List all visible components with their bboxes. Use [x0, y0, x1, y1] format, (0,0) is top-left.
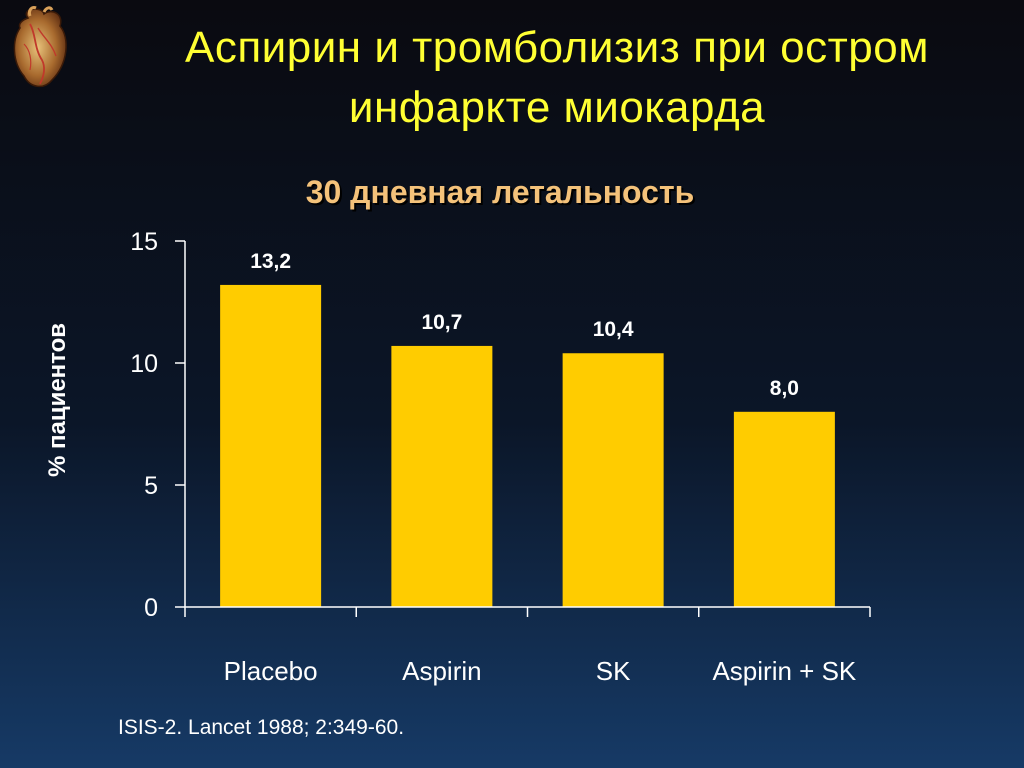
slide-title-line2: инфаркте миокарда: [348, 83, 766, 132]
x-tick-label-0: Placebo: [224, 656, 318, 686]
data-label-0: 13,2: [250, 250, 291, 273]
x-tick-label-1: Aspirin: [402, 656, 481, 686]
y-tick-label-0: 0: [144, 594, 158, 622]
data-label-1: 10,7: [421, 311, 462, 334]
slide-title: Аспирин и тромболизиз при остром инфаркт…: [100, 18, 1014, 138]
slide-title-line1: Аспирин и тромболизиз при остром: [185, 23, 929, 72]
data-label-2: 10,4: [593, 318, 634, 341]
bar-3: [733, 411, 835, 607]
bar-2: [562, 353, 664, 607]
data-label-3: 8,0: [770, 377, 799, 400]
y-tick-label-2: 10: [130, 350, 158, 378]
y-tick-label-1: 5: [144, 472, 158, 500]
chart-title: 30 дневная летальность: [305, 174, 695, 210]
bar-1: [391, 345, 493, 607]
heart-icon: [13, 6, 67, 88]
x-tick-label-3: Aspirin + SK: [712, 656, 856, 686]
y-tick-label-3: 15: [130, 228, 158, 256]
x-tick-label-2: SK: [596, 656, 631, 686]
bar-0: [220, 284, 322, 607]
citation: ISIS-2. Lancet 1988; 2:349-60.: [118, 716, 405, 739]
